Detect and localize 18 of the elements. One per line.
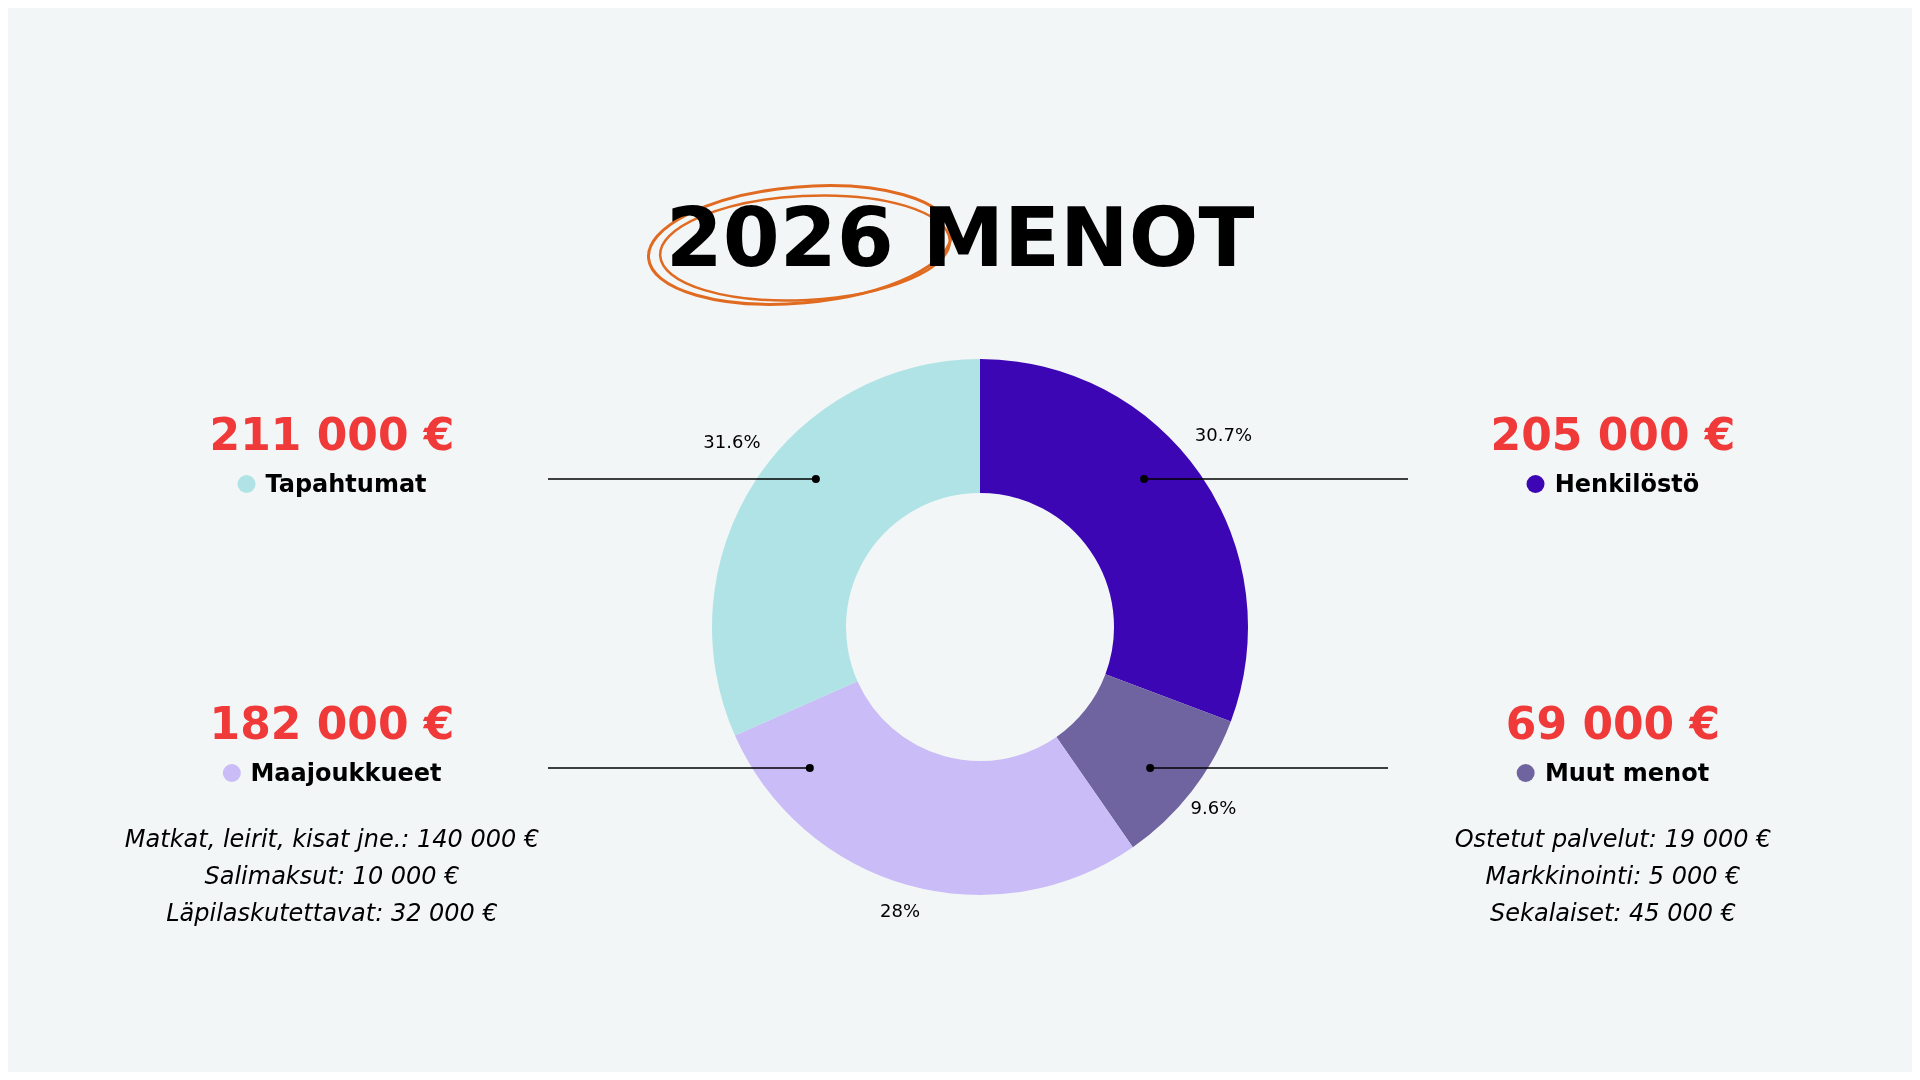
legend-label: Muut menot — [1544, 759, 1710, 787]
data-label: 31.6% — [703, 431, 761, 453]
text: Sekalaiset: 45 000 € — [1489, 898, 1737, 929]
data-label: 9.6% — [1190, 796, 1237, 818]
text: Ostetut palvelut: 19 000 € — [1454, 824, 1772, 855]
text: Markkinointi: 5 000 € — [1484, 861, 1742, 892]
text: 211 000 € — [209, 409, 455, 460]
text: Salimaksut: 10 000 € — [203, 861, 461, 892]
text: Läpilaskutettavat: 32 000 € — [165, 898, 499, 929]
text: 69 000 € — [1504, 698, 1722, 749]
data-label: 28% — [880, 899, 921, 921]
legend-label: Tapahtumat — [265, 470, 427, 498]
text: Matkat, leirit, kisat jne.: 140 000 € — [124, 824, 540, 855]
text: 182 000 € — [208, 698, 456, 749]
legend-label: Henkilöstö — [1554, 470, 1700, 498]
text: 205 000 € — [1490, 409, 1736, 460]
data-label: 30.7% — [1194, 424, 1252, 446]
legend-label: Maajoukkueet — [250, 759, 442, 787]
